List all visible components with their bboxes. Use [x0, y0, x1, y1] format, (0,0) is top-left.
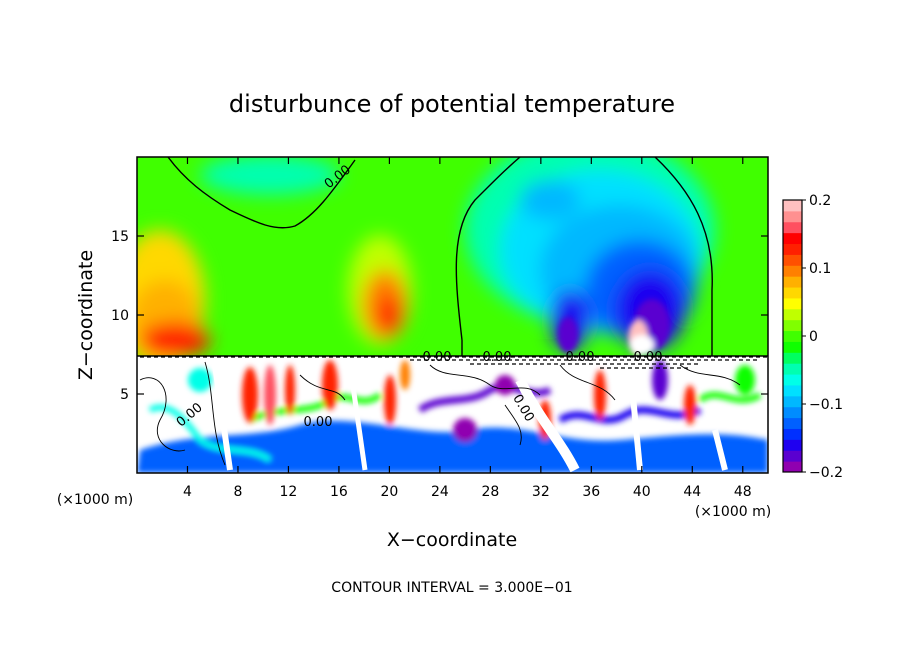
- x-axis-unit-left: (×1000 m): [57, 492, 133, 508]
- colorbar-swatch: [783, 210, 802, 223]
- colorbar-swatch: [783, 254, 802, 266]
- contour-label: 0.00: [483, 350, 512, 365]
- chart-title: disturbunce of potential temperature: [229, 90, 675, 118]
- x-tick-label: 8: [233, 484, 242, 500]
- colorbar-swatch: [783, 395, 802, 408]
- x-axis: 4 8 12 16 20 24 28 32 36 40 44 48: [183, 157, 752, 500]
- colorbar-swatch: [783, 265, 802, 277]
- contour-label: 0.00: [304, 415, 333, 430]
- colorbar-swatch: [783, 461, 802, 473]
- upper-field: [137, 157, 768, 358]
- colorbar-swatch: [783, 428, 802, 440]
- x-tick-label: 44: [683, 484, 701, 500]
- colorbar-swatch: [783, 363, 802, 375]
- x-tick-label: 4: [183, 484, 192, 500]
- colorbar-swatch: [783, 221, 802, 234]
- x-tick-label: 48: [734, 484, 752, 500]
- y-tick-label: 10: [111, 308, 129, 324]
- colorbar-swatch: [783, 319, 802, 332]
- x-tick-label: 28: [481, 484, 499, 500]
- colorbar-tick-label: −0.1: [809, 397, 843, 413]
- y-tick-label: 15: [111, 229, 129, 245]
- x-tick-label: 24: [431, 484, 449, 500]
- colorbar-swatch: [783, 352, 802, 364]
- colorbar-swatch: [783, 341, 802, 353]
- y-axis: 5 10 15: [111, 229, 768, 403]
- lower-field: [137, 356, 768, 473]
- y-axis-label: Z−coordinate: [75, 250, 97, 380]
- x-tick-label: 20: [380, 484, 398, 500]
- contour-label: 0.00: [566, 350, 595, 365]
- colorbar-swatch: [783, 276, 802, 288]
- colorbar-swatch: [783, 374, 802, 386]
- colorbar-tick-label: 0: [809, 329, 818, 345]
- colorbar-swatch: [783, 417, 802, 429]
- contour-label: 0.00: [423, 350, 452, 365]
- colorbar-swatch: [783, 232, 802, 245]
- x-tick-label: 32: [532, 484, 550, 500]
- colorbar-swatch: [783, 308, 802, 321]
- plot-area: 0.000.00 0.00 0.000.00 0.00 0.000.00 4 8 12 16 2…: [111, 156, 769, 500]
- colorbar-tick-label: 0.2: [809, 193, 831, 209]
- contour-label: 0.00: [634, 350, 663, 365]
- colorbar-swatch: [783, 406, 802, 419]
- x-tick-label: 36: [582, 484, 600, 500]
- colorbar-tick-label: 0.1: [809, 261, 831, 277]
- colorbar-swatch: [783, 384, 802, 397]
- colorbar-swatch: [783, 243, 802, 255]
- colorbar-swatch: [783, 439, 802, 451]
- x-tick-label: 12: [280, 484, 298, 500]
- colorbar-swatch: [783, 330, 802, 342]
- y-tick-label: 5: [120, 387, 129, 403]
- colorbar-swatch: [783, 200, 802, 212]
- colorbar-swatch: [783, 287, 802, 299]
- x-axis-unit-right: (×1000 m): [695, 504, 771, 520]
- colorbar-swatch: [783, 297, 802, 310]
- colorbar-swatch: [783, 450, 802, 462]
- colorbar-tick-label: −0.2: [809, 465, 843, 481]
- x-tick-label: 16: [330, 484, 348, 500]
- x-axis-label: X−coordinate: [387, 529, 517, 551]
- contour-interval-note: CONTOUR INTERVAL = 3.000E−01: [331, 580, 572, 596]
- colorbar: 0.2 0.1 0 −0.1 −0.2: [782, 193, 843, 481]
- x-tick-label: 40: [633, 484, 651, 500]
